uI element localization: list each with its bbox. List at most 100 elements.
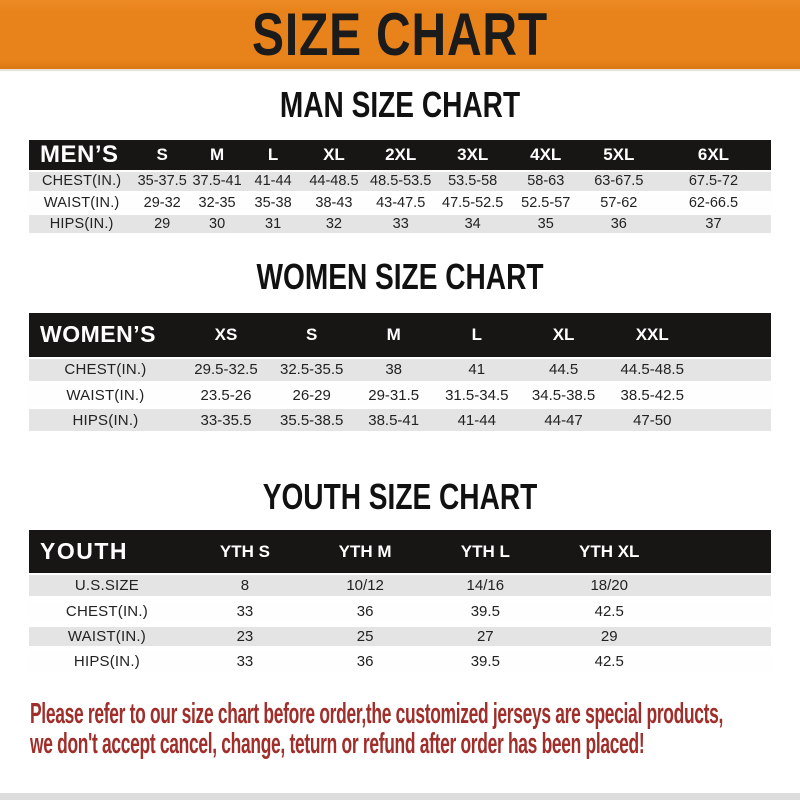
row-label: WAIST(IN.) — [43, 194, 120, 211]
banner-title: SIZE CHART — [252, 0, 548, 68]
filler-cell — [673, 649, 771, 674]
youth-size-table: YOUTH YTH S YTH M YTH L YTH XL U.S.SIZE … — [29, 530, 771, 677]
data-cell: 18/20 — [590, 577, 628, 594]
data-cell: 32-35 — [198, 194, 236, 211]
data-cell: 39.5 — [470, 603, 500, 620]
row-label: HIPS(IN.) — [73, 653, 140, 670]
women-waist-row: WAIST(IN.) 23.5-26 26-29 29-31.5 31.5-34… — [29, 382, 771, 408]
women-header-size: S — [306, 324, 318, 344]
data-cell: 57-62 — [600, 194, 638, 211]
men-header-size: 4XL — [530, 145, 562, 164]
data-cell: 38.5-41 — [368, 411, 420, 429]
data-cell: 31.5-34.5 — [445, 386, 509, 404]
data-cell: 31 — [265, 215, 282, 232]
data-cell: 25 — [356, 628, 374, 645]
data-cell: 8 — [240, 577, 250, 594]
data-cell: 43-47.5 — [376, 194, 426, 211]
youth-header-label: YOUTH — [40, 538, 128, 564]
data-cell: 26-29 — [292, 386, 331, 404]
data-cell: 44.5 — [548, 361, 579, 379]
data-cell: 53.5-58 — [448, 173, 498, 190]
data-cell: 39.5 — [470, 653, 500, 670]
row-label: CHEST(IN.) — [64, 361, 147, 379]
women-header-label: WOMEN’S — [40, 321, 156, 347]
women-hips-row: HIPS(IN.) 33-35.5 35.5-38.5 38.5-41 41-4… — [29, 407, 771, 433]
data-cell: 10/12 — [346, 577, 384, 594]
data-cell: 33 — [236, 603, 254, 620]
women-header-size: M — [386, 324, 401, 344]
men-header-label: MEN’S — [40, 141, 119, 168]
men-header-size: S — [156, 145, 168, 164]
footer-line-2: we don't accept cancel, change, teturn o… — [30, 728, 645, 760]
filler-cell — [697, 383, 771, 408]
data-cell: 33 — [392, 215, 409, 232]
data-cell: 34 — [464, 215, 481, 232]
men-header-size: L — [267, 145, 279, 164]
women-header-size: XL — [552, 324, 575, 344]
women-header-size: XS — [214, 324, 238, 344]
man-section-heading: MAN SIZE CHART — [0, 87, 800, 123]
data-cell: 44-47 — [544, 411, 583, 429]
data-cell: 29-32 — [143, 194, 181, 211]
data-cell: 23.5-26 — [200, 386, 252, 404]
data-cell: 29 — [154, 215, 171, 232]
women-chest-row: CHEST(IN.) 29.5-32.5 32.5-35.5 38 41 44.… — [29, 357, 771, 383]
youth-header-size: YTH XL — [579, 541, 640, 561]
bottom-edge-strip — [0, 793, 800, 800]
row-label: U.S.SIZE — [74, 577, 139, 594]
women-heading-text: WOMEN SIZE CHART — [256, 255, 544, 297]
data-cell: 35.5-38.5 — [279, 411, 344, 429]
women-section-heading: WOMEN SIZE CHART — [0, 255, 800, 297]
youth-hips-row: HIPS(IN.) 33 36 39.5 42.5 — [29, 649, 771, 674]
header-filler-cell — [697, 313, 771, 358]
youth-header-row: YOUTH YTH S YTH M YTH L YTH XL — [29, 530, 771, 574]
data-cell: 33-35.5 — [200, 411, 252, 429]
data-cell: 37.5-41 — [192, 173, 242, 190]
data-cell: 37 — [705, 215, 722, 232]
data-cell: 41-44 — [457, 411, 496, 429]
women-header-size: XXL — [635, 324, 669, 344]
men-size-table: MEN’S S M L XL 2XL 3XL 4XL 5XL 6XL CHEST… — [29, 140, 771, 236]
data-cell: 29-31.5 — [368, 386, 420, 404]
row-label: HIPS(IN.) — [72, 411, 139, 429]
women-header-row: WOMEN’S XS S M L XL XXL — [29, 312, 771, 358]
data-cell: 29 — [600, 628, 618, 645]
filler-cell — [673, 574, 771, 599]
men-waist-row: WAIST(IN.) 29-32 32-35 35-38 38-43 43-47… — [29, 192, 771, 213]
data-cell: 35 — [537, 215, 554, 232]
women-header-size: L — [471, 324, 482, 344]
data-cell: 33 — [236, 653, 254, 670]
data-cell: 36 — [356, 603, 374, 620]
filler-cell — [673, 624, 771, 649]
data-cell: 35-38 — [254, 194, 292, 211]
data-cell: 38.5-42.5 — [620, 386, 684, 404]
data-cell: 52.5-57 — [521, 194, 571, 211]
men-header-size: 6XL — [697, 145, 730, 164]
youth-ussize-row: U.S.SIZE 8 10/12 14/16 18/20 — [29, 574, 771, 599]
size-chart-banner: SIZE CHART — [0, 0, 800, 71]
men-header-size: M — [209, 145, 225, 164]
footer-note: Please refer to our size chart before or… — [30, 699, 800, 759]
row-label: CHEST(IN.) — [42, 173, 122, 190]
men-header-size: XL — [323, 145, 345, 164]
women-size-table: WOMEN’S XS S M L XL XXL CHEST(IN.) 29.5-… — [29, 312, 771, 435]
data-cell: 41-44 — [254, 173, 292, 190]
men-header-size: 3XL — [457, 145, 489, 164]
row-label: WAIST(IN.) — [67, 628, 146, 645]
footer-line-1: Please refer to our size chart before or… — [30, 698, 724, 730]
data-cell: 47.5-52.5 — [442, 194, 504, 211]
youth-section-heading: YOUTH SIZE CHART — [0, 479, 800, 515]
data-cell: 32 — [325, 215, 342, 232]
youth-header-size: YTH L — [460, 541, 510, 561]
youth-header-size: YTH S — [219, 541, 270, 561]
man-heading-text: MAN SIZE CHART — [279, 84, 521, 125]
row-label: WAIST(IN.) — [66, 386, 145, 404]
youth-waist-row: WAIST(IN.) 23 25 27 29 — [29, 624, 771, 649]
data-cell: 41 — [468, 361, 486, 379]
filler-cell — [697, 408, 771, 433]
data-cell: 38-43 — [315, 194, 353, 211]
youth-header-size: YTH M — [338, 541, 392, 561]
data-cell: 14/16 — [466, 577, 505, 594]
data-cell: 58-63 — [527, 173, 565, 190]
data-cell: 63-67.5 — [594, 173, 644, 190]
